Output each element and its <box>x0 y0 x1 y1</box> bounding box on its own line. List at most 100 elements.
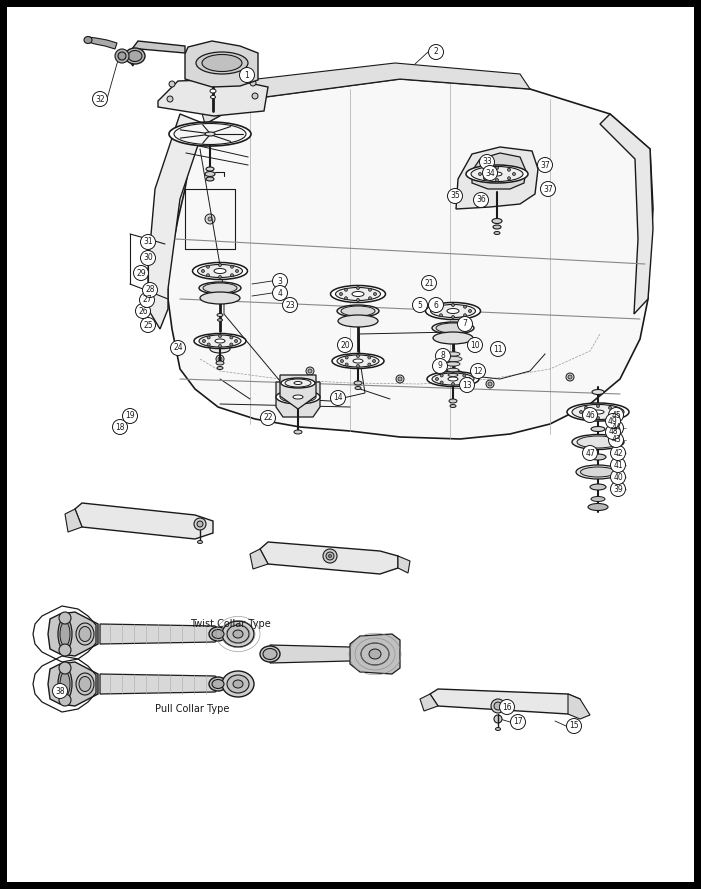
Polygon shape <box>75 503 213 539</box>
Circle shape <box>59 612 71 624</box>
Circle shape <box>357 286 360 290</box>
Text: 20: 20 <box>340 340 350 349</box>
Text: 37: 37 <box>543 185 553 194</box>
Ellipse shape <box>369 649 381 659</box>
Circle shape <box>512 172 515 175</box>
Ellipse shape <box>492 219 502 223</box>
Text: 47: 47 <box>585 448 595 458</box>
Circle shape <box>140 317 156 332</box>
Ellipse shape <box>222 621 254 647</box>
Text: 2: 2 <box>434 47 438 57</box>
Circle shape <box>374 292 376 295</box>
Text: 3: 3 <box>278 276 283 285</box>
Circle shape <box>473 193 489 207</box>
Ellipse shape <box>76 673 94 695</box>
Circle shape <box>396 375 404 383</box>
Circle shape <box>240 68 254 83</box>
Ellipse shape <box>202 54 242 71</box>
Ellipse shape <box>58 618 72 650</box>
Polygon shape <box>65 509 82 532</box>
Ellipse shape <box>281 378 315 388</box>
Circle shape <box>201 269 205 273</box>
Ellipse shape <box>212 679 224 688</box>
Circle shape <box>231 274 233 276</box>
Circle shape <box>583 445 597 461</box>
Ellipse shape <box>217 319 222 321</box>
Text: 43: 43 <box>611 436 621 444</box>
Ellipse shape <box>576 465 620 479</box>
Ellipse shape <box>430 305 475 317</box>
Polygon shape <box>100 674 220 694</box>
Ellipse shape <box>341 306 375 316</box>
Circle shape <box>566 373 574 381</box>
Circle shape <box>608 420 623 436</box>
Circle shape <box>372 359 376 363</box>
Circle shape <box>216 355 224 363</box>
Circle shape <box>608 433 623 447</box>
Ellipse shape <box>280 391 316 403</box>
Text: 18: 18 <box>115 422 125 431</box>
Ellipse shape <box>285 379 311 387</box>
Circle shape <box>435 378 439 380</box>
Circle shape <box>344 297 348 300</box>
Ellipse shape <box>356 639 394 669</box>
Text: 46: 46 <box>585 411 595 420</box>
Circle shape <box>613 411 616 413</box>
Ellipse shape <box>217 314 223 316</box>
Ellipse shape <box>590 484 606 490</box>
Circle shape <box>510 715 526 730</box>
Ellipse shape <box>209 627 227 641</box>
Circle shape <box>261 411 275 426</box>
Circle shape <box>451 316 454 318</box>
Circle shape <box>486 380 494 388</box>
Text: 42: 42 <box>613 448 622 458</box>
Circle shape <box>468 309 472 313</box>
Ellipse shape <box>337 355 379 367</box>
Circle shape <box>308 369 312 373</box>
Circle shape <box>500 700 515 715</box>
Ellipse shape <box>206 177 214 181</box>
Circle shape <box>133 266 149 281</box>
Circle shape <box>585 406 587 409</box>
Text: 26: 26 <box>138 307 148 316</box>
Ellipse shape <box>588 503 608 510</box>
Text: 5: 5 <box>418 300 423 309</box>
Ellipse shape <box>260 646 280 662</box>
Text: 31: 31 <box>143 237 153 246</box>
Ellipse shape <box>448 373 458 377</box>
Circle shape <box>428 44 444 60</box>
Text: 12: 12 <box>473 366 483 375</box>
Ellipse shape <box>450 404 456 407</box>
Bar <box>0 882 701 889</box>
Circle shape <box>479 155 494 170</box>
Circle shape <box>59 644 71 656</box>
Text: Pull Collar Type: Pull Collar Type <box>155 704 229 714</box>
Circle shape <box>451 303 454 307</box>
Text: 24: 24 <box>173 343 183 353</box>
Text: 25: 25 <box>143 321 153 330</box>
Ellipse shape <box>233 630 243 638</box>
Circle shape <box>344 288 348 292</box>
Ellipse shape <box>353 359 363 363</box>
Ellipse shape <box>128 51 142 61</box>
Ellipse shape <box>432 322 474 334</box>
Circle shape <box>207 274 210 276</box>
Ellipse shape <box>217 366 223 370</box>
Ellipse shape <box>433 332 473 344</box>
Ellipse shape <box>205 132 215 136</box>
Text: 32: 32 <box>95 94 105 103</box>
Ellipse shape <box>592 389 604 395</box>
Circle shape <box>231 265 233 268</box>
Circle shape <box>470 364 486 379</box>
Ellipse shape <box>210 95 215 99</box>
Polygon shape <box>185 41 258 87</box>
Circle shape <box>488 382 492 386</box>
Circle shape <box>491 699 505 713</box>
Circle shape <box>326 552 334 560</box>
Polygon shape <box>472 153 526 189</box>
Circle shape <box>608 406 611 409</box>
Polygon shape <box>260 542 398 574</box>
Ellipse shape <box>227 625 249 643</box>
Circle shape <box>235 340 238 342</box>
Circle shape <box>468 378 470 380</box>
